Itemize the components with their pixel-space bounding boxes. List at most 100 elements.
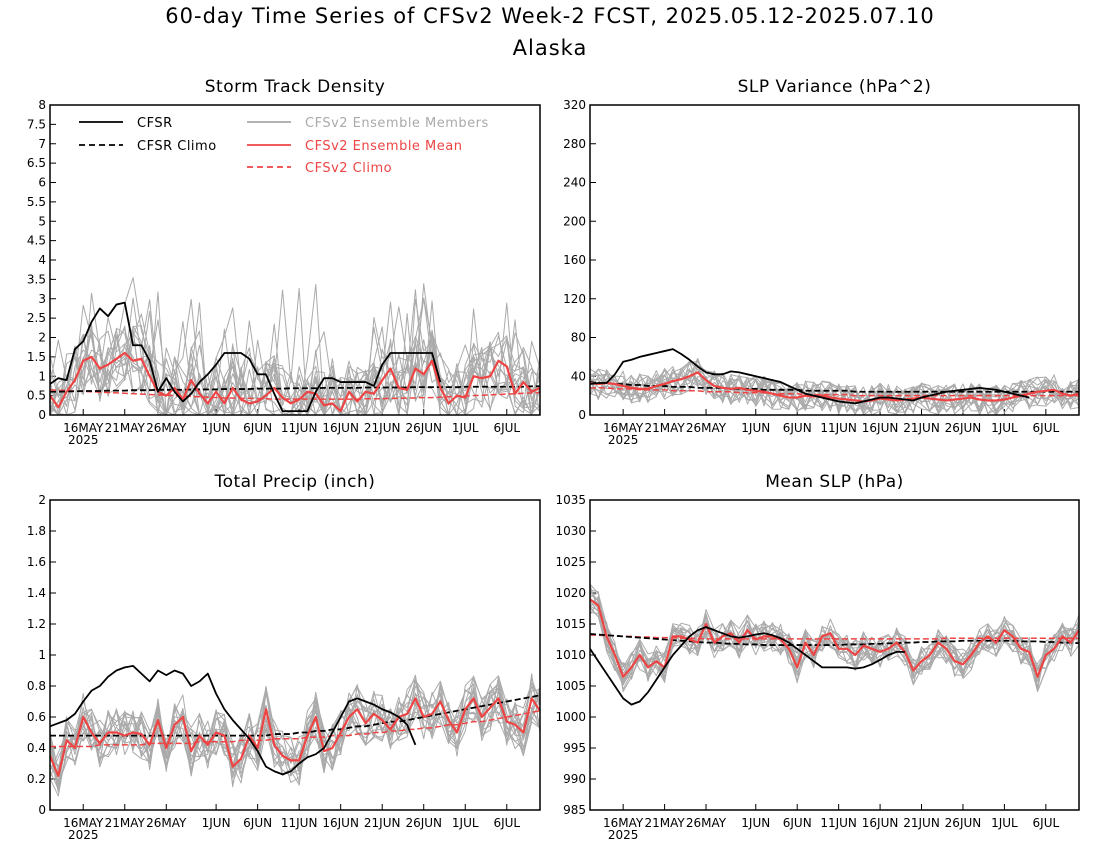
x-tick-label: 6JUN bbox=[243, 816, 272, 830]
y-tick-label: 1.4 bbox=[27, 586, 46, 600]
panel-title: Total Precip (inch) bbox=[214, 472, 376, 492]
ensemble-member-line bbox=[50, 289, 540, 415]
x-tick-label: 26MAY bbox=[686, 816, 727, 830]
x-tick-label: 26JUN bbox=[945, 421, 982, 435]
plot-area bbox=[590, 583, 1079, 706]
y-tick-label: 1010 bbox=[555, 648, 586, 662]
x-tick-label: 16JUN bbox=[862, 816, 899, 830]
y-tick-label: 985 bbox=[563, 803, 586, 817]
x-tick-label: 6JUL bbox=[493, 421, 520, 435]
cfsr-line bbox=[50, 301, 442, 413]
x-tick-label: 6JUN bbox=[783, 816, 812, 830]
plot-area bbox=[590, 348, 1079, 415]
cfsv2-climo-line bbox=[590, 387, 1079, 397]
y-tick-label: 2 bbox=[38, 331, 46, 345]
y-tick-label: 0.2 bbox=[27, 772, 46, 786]
cfsv2-climo-line bbox=[50, 710, 540, 748]
cfsr-climo-line bbox=[50, 385, 540, 393]
x-tick-label: 26JUN bbox=[405, 816, 442, 830]
y-tick-label: 1025 bbox=[555, 555, 586, 569]
x-tick-label: 11JUN bbox=[281, 421, 318, 435]
panel-title: Storm Track Density bbox=[205, 77, 386, 97]
cfsv2-ensemble-mean-line bbox=[590, 598, 1079, 678]
y-tick-label: 3 bbox=[38, 292, 46, 306]
cfsv2-ensemble-mean-line bbox=[50, 697, 540, 778]
cfsv2-ensemble-mean-line bbox=[590, 371, 1079, 403]
y-tick-label: 0.6 bbox=[27, 710, 46, 724]
x-tick-label: 6JUL bbox=[493, 816, 520, 830]
y-tick-label: 6.5 bbox=[27, 156, 46, 170]
x-tick-label: 26JUN bbox=[405, 421, 442, 435]
y-tick-label: 1015 bbox=[555, 617, 586, 631]
y-tick-label: 280 bbox=[563, 137, 586, 151]
legend-members-label: CFSv2 Ensemble Members bbox=[305, 116, 489, 131]
ensemble-member-line bbox=[50, 287, 540, 415]
y-tick-label: 1.8 bbox=[27, 524, 46, 538]
y-tick-label: 3.5 bbox=[27, 272, 46, 286]
ensemble-member-line bbox=[50, 675, 540, 788]
x-tick-label: 21JUN bbox=[903, 421, 940, 435]
y-tick-label: 4.5 bbox=[27, 234, 46, 248]
x-tick-label: 21JUN bbox=[364, 421, 401, 435]
x-tick-label: 1JUN bbox=[202, 816, 231, 830]
ensemble-member-line bbox=[590, 588, 1079, 692]
x-tick-label: 6JUN bbox=[243, 421, 272, 435]
ensemble-member-line bbox=[590, 583, 1079, 693]
y-tick-label: 40 bbox=[571, 369, 586, 383]
x-tick-label: 11JUN bbox=[820, 816, 857, 830]
x-tick-label: 16MAY bbox=[63, 816, 104, 830]
chart-panel-1: Storm Track Density 0 0.5 1 1.5 2 2.5 3 3.5 4 4.5 5… bbox=[27, 77, 541, 447]
plot-area bbox=[50, 277, 540, 415]
cfsr-line bbox=[590, 348, 1030, 405]
cfsr-climo-line bbox=[50, 694, 540, 737]
y-tick-label: 320 bbox=[563, 98, 586, 112]
x-tick-year: 2025 bbox=[608, 433, 639, 447]
y-tick-label: 7 bbox=[38, 137, 46, 151]
y-tick-label: 0 bbox=[578, 408, 586, 422]
ensemble-member-line bbox=[590, 364, 1079, 415]
x-tick-label: 16MAY bbox=[603, 816, 644, 830]
chart-panel-3: Total Precip (inch) 0 0.2 0.4 0.6 0.8 1 1.2 1.4 1… bbox=[27, 472, 541, 842]
y-tick-label: 995 bbox=[563, 741, 586, 755]
x-tick-label: 26MAY bbox=[686, 421, 727, 435]
x-tick-label: 26MAY bbox=[146, 816, 187, 830]
x-tick-label: 21MAY bbox=[105, 816, 146, 830]
cfsr-climo-line bbox=[590, 381, 1079, 393]
y-tick-label: 160 bbox=[563, 253, 586, 267]
x-tick-label: 21MAY bbox=[105, 421, 146, 435]
legend-cfsr-climo-label: CFSR Climo bbox=[137, 139, 217, 154]
x-tick-label: 1JUN bbox=[741, 816, 770, 830]
x-tick-label: 1JUN bbox=[202, 421, 231, 435]
legend-mean-label: CFSv2 Ensemble Mean bbox=[305, 139, 462, 154]
x-tick-label: 16JUN bbox=[322, 816, 359, 830]
plot-frame bbox=[589, 499, 1080, 811]
panel-title: SLP Variance (hPa^2) bbox=[738, 77, 932, 97]
ensemble-member-line bbox=[50, 678, 540, 772]
legend-cfsv2-climo-label: CFSv2 Climo bbox=[305, 161, 392, 176]
legend: CFSR CFSR Climo CFSv2 Ensemble Members CFSv… bbox=[79, 116, 489, 176]
y-tick-label: 0 bbox=[38, 803, 46, 817]
cfsv2-ensemble-mean-line bbox=[50, 351, 540, 413]
x-tick-year: 2025 bbox=[68, 433, 99, 447]
y-tick-label: 4 bbox=[38, 253, 46, 267]
y-tick-label: 1035 bbox=[555, 493, 586, 507]
y-tick-label: 2 bbox=[38, 493, 46, 507]
plot-frame bbox=[49, 499, 541, 811]
x-tick-label: 16MAY bbox=[603, 421, 644, 435]
x-tick-label: 26MAY bbox=[146, 421, 187, 435]
y-tick-label: 1.5 bbox=[27, 350, 46, 364]
plot-area bbox=[50, 664, 540, 797]
x-tick-label: 6JUL bbox=[1033, 421, 1060, 435]
y-tick-label: 5 bbox=[38, 214, 46, 228]
x-tick-label: 16JUN bbox=[862, 421, 899, 435]
y-tick-label: 1030 bbox=[555, 524, 586, 538]
x-tick-label: 26JUN bbox=[945, 816, 982, 830]
figure-subtitle: Alaska bbox=[512, 36, 588, 60]
x-tick-label: 1JUL bbox=[991, 816, 1018, 830]
cfsr-line bbox=[590, 626, 905, 706]
y-tick-label: 6 bbox=[38, 176, 46, 190]
figure-title: 60-day Time Series of CFSv2 Week-2 FCST,… bbox=[165, 4, 935, 28]
x-tick-year: 2025 bbox=[68, 828, 99, 842]
x-tick-label: 1JUL bbox=[452, 816, 479, 830]
